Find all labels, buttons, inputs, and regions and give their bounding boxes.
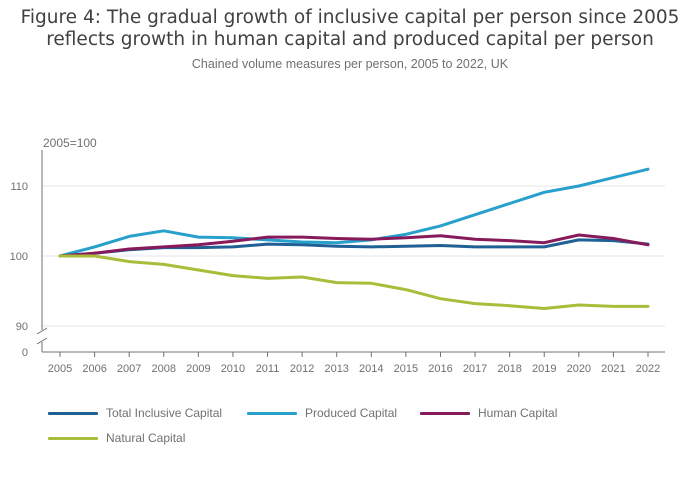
legend-swatch [420, 411, 470, 415]
x-tick-label: 2022 [636, 363, 660, 375]
y-tick-label-zero: 0 [22, 347, 28, 359]
x-tick-label: 2012 [290, 363, 314, 375]
x-tick-label: 2018 [497, 363, 521, 375]
legend-label: Natural Capital [106, 431, 186, 445]
y-axis-label: 2005=100 [43, 136, 97, 150]
legend-item[interactable]: Natural Capital [48, 431, 185, 445]
legend-label: Total Inclusive Capital [106, 406, 223, 420]
axis-labels: 90 100 110 2005=100 0 2005 2006 2007 2008 2009 201… [10, 136, 661, 375]
series-line-natural-capital [58, 254, 650, 310]
legend-swatch [247, 411, 297, 415]
series-line-produced-capital [58, 167, 650, 258]
x-tick-label: 2010 [221, 363, 245, 375]
gridlines [42, 185, 665, 327]
legend-label: Produced Capital [305, 406, 398, 420]
axis-break-mark [36, 327, 48, 335]
legend-swatch [48, 411, 98, 415]
legend-swatch [48, 436, 98, 440]
chart-title-line-2: reflects growth in human capital and pro… [46, 29, 654, 50]
x-tick-label: 2019 [532, 363, 556, 375]
y-tick-label: 100 [10, 251, 28, 263]
legend-item[interactable]: Total Inclusive Capital [48, 406, 222, 420]
legend-item[interactable]: Human Capital [420, 406, 557, 420]
x-tick-label: 2016 [428, 363, 452, 375]
x-tick-label: 2013 [324, 363, 348, 375]
legend-item[interactable]: Produced Capital [247, 406, 397, 420]
x-tick-label: 2015 [394, 363, 418, 375]
y-tick-label: 90 [16, 321, 28, 333]
chart-title-line-1: Figure 4: The gradual growth of inclusiv… [20, 7, 680, 28]
series-lines [58, 167, 650, 310]
x-tick-label: 2008 [152, 363, 176, 375]
x-tick-label: 2011 [256, 363, 280, 375]
axes [36, 150, 665, 357]
y-tick-label: 110 [10, 181, 28, 193]
x-tick-label: 2021 [601, 363, 625, 375]
x-tick-label: 2009 [186, 363, 210, 375]
x-tick-label: 2007 [117, 363, 141, 375]
chart-title: Figure 4: The gradual growth of inclusiv… [0, 7, 700, 51]
chart-subtitle: Chained volume measures per person, 2005… [191, 57, 509, 71]
x-tick-label: 2006 [82, 363, 106, 375]
x-tick-label: 2005 [48, 363, 72, 375]
legend-label: Human Capital [478, 406, 558, 420]
x-tick-label: 2020 [567, 363, 591, 375]
series-line-human-capital [58, 233, 650, 258]
axis-break-mark [36, 337, 48, 345]
x-tick-label: 2017 [463, 363, 487, 375]
x-tick-label: 2014 [359, 363, 383, 375]
